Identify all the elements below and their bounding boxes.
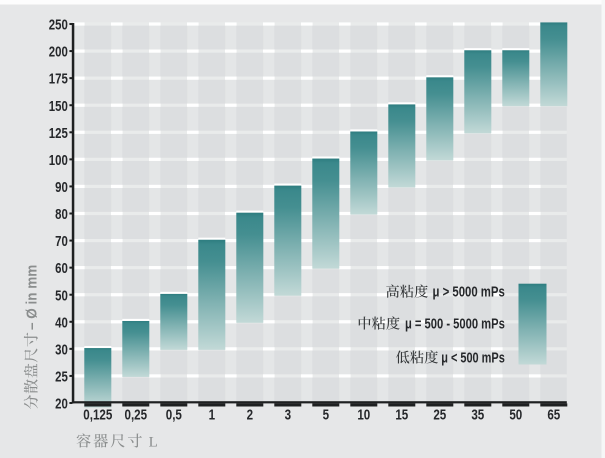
svg-text:80: 80: [55, 206, 68, 223]
svg-text:25: 25: [55, 368, 68, 385]
svg-text:15: 15: [395, 406, 408, 423]
svg-text:0,125: 0,125: [83, 406, 113, 423]
svg-text:90: 90: [55, 178, 68, 195]
svg-text:– Ø in mm: – Ø in mm: [24, 265, 41, 330]
svg-text:70: 70: [55, 233, 68, 250]
svg-text:20: 20: [55, 395, 68, 412]
svg-text:2: 2: [247, 406, 253, 423]
svg-text:65: 65: [547, 406, 560, 423]
svg-text:200: 200: [49, 43, 68, 60]
svg-text:100: 100: [49, 151, 68, 168]
svg-text:125: 125: [49, 124, 69, 141]
svg-text:50: 50: [509, 406, 522, 423]
svg-text:3: 3: [285, 406, 291, 423]
svg-text:0,25: 0,25: [124, 406, 147, 423]
svg-text:L: L: [149, 434, 158, 450]
svg-text:30: 30: [55, 341, 68, 358]
svg-text:10: 10: [357, 406, 370, 423]
svg-text:25: 25: [433, 406, 446, 423]
svg-text:50: 50: [55, 287, 68, 304]
svg-text:40: 40: [55, 314, 68, 331]
svg-text:μ = 500 - 5000 mPs: μ = 500 - 5000 mPs: [405, 315, 505, 332]
svg-text:μ < 500 mPs: μ < 500 mPs: [441, 349, 505, 366]
svg-text:μ > 5000 mPs: μ > 5000 mPs: [432, 283, 504, 300]
svg-text:0,5: 0,5: [166, 406, 183, 423]
svg-text:250: 250: [49, 16, 68, 33]
svg-text:1: 1: [209, 406, 216, 423]
svg-text:60: 60: [55, 260, 68, 277]
svg-text:150: 150: [49, 97, 68, 114]
svg-text:175: 175: [49, 70, 69, 87]
svg-text:35: 35: [471, 406, 484, 423]
svg-text:5: 5: [323, 406, 330, 423]
